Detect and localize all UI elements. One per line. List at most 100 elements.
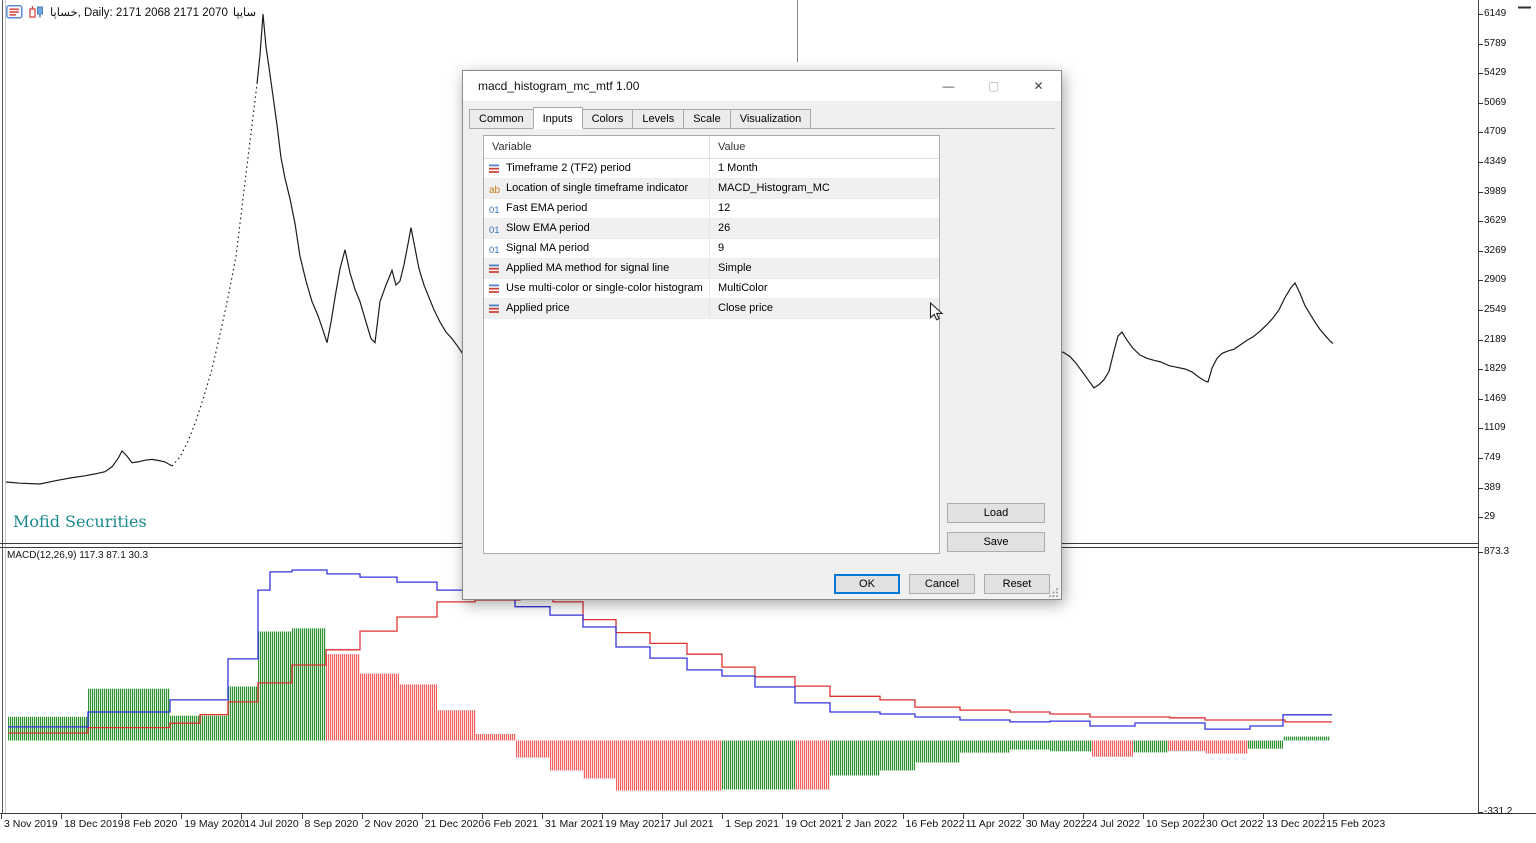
dialog-title-bar[interactable]: macd_histogram_mc_mtf 1.00 — ▢ ✕ xyxy=(463,71,1061,101)
time-scale-label: 8 Feb 2020 xyxy=(124,818,178,830)
time-scale[interactable]: 3 Nov 2019 18 Dec 2019 8 Feb 2020 19 May 20… xyxy=(0,814,1536,838)
inputs-table-header: Variable Value xyxy=(484,136,939,159)
column-header-value[interactable]: Value xyxy=(718,141,746,153)
price-scale-tick xyxy=(1478,250,1483,252)
tab-visualization[interactable]: Visualization xyxy=(729,109,812,128)
price-scale-label: 3629 xyxy=(1484,215,1507,227)
param-value[interactable]: 1 Month xyxy=(718,162,758,174)
time-scale-label: 2 Nov 2020 xyxy=(364,818,419,830)
price-scale-label: 6149 xyxy=(1484,8,1507,19)
time-scale-label: 2 Jan 2022 xyxy=(845,818,898,830)
param-name: Applied MA method for signal line xyxy=(506,262,670,274)
column-header-variable[interactable]: Variable xyxy=(484,136,710,158)
param-row[interactable]: Applied price Close price xyxy=(484,299,939,319)
time-scale-label: 10 Sep 2022 xyxy=(1145,818,1206,830)
time-scale-tick xyxy=(782,814,784,819)
tab-levels[interactable]: Levels xyxy=(632,109,685,128)
price-scale-tick xyxy=(1478,339,1483,341)
tab-colors[interactable]: Colors xyxy=(581,109,634,128)
time-scale-label: 1 Sep 2021 xyxy=(725,818,779,830)
time-scale-tick xyxy=(1082,814,1084,819)
time-scale-tick xyxy=(181,814,183,819)
integer-icon: 01 xyxy=(488,203,503,216)
minimize-icon[interactable]: — xyxy=(942,79,955,93)
param-row[interactable]: Applied MA method for signal line Simple xyxy=(484,259,939,279)
resize-grip-icon[interactable] xyxy=(1049,587,1059,597)
price-scale-tick xyxy=(1478,280,1483,282)
price-scale-tick xyxy=(1478,14,1483,15)
price-scale-tick xyxy=(1478,398,1483,400)
price-scale-label: 3269 xyxy=(1484,244,1507,256)
integer-icon: 01 xyxy=(488,243,503,256)
param-value[interactable]: MACD_Histogram_MC xyxy=(718,182,830,194)
price-scale-tick xyxy=(1478,102,1483,104)
candles-icon[interactable] xyxy=(28,5,45,19)
price-scale-tick xyxy=(1478,458,1483,459)
price-scale-tick xyxy=(1478,487,1483,489)
param-value[interactable]: 9 xyxy=(718,242,725,254)
param-name: Slow EMA period xyxy=(506,222,590,234)
svg-text:ab: ab xyxy=(489,185,501,195)
time-scale-tick xyxy=(902,814,904,819)
maximize-icon[interactable]: ▢ xyxy=(987,79,1000,93)
reset-button[interactable]: Reset xyxy=(984,574,1050,594)
chart-list-icon[interactable] xyxy=(6,5,23,19)
price-scale-tick xyxy=(1478,221,1483,223)
sub-scale-label: 873.3 xyxy=(1484,546,1510,557)
indicator-properties-dialog: macd_histogram_mc_mtf 1.00 — ▢ ✕ Common I… xyxy=(462,70,1062,600)
time-scale-tick xyxy=(541,814,543,819)
tab-inputs[interactable]: Inputs xyxy=(532,107,583,129)
param-value[interactable]: 26 xyxy=(718,222,731,234)
time-scale-tick xyxy=(1323,814,1325,819)
price-scale-label: 5069 xyxy=(1484,96,1507,108)
save-button[interactable]: Save xyxy=(947,532,1045,552)
sub-scale-tick xyxy=(1478,812,1483,813)
param-row[interactable]: 01 Signal MA period 9 xyxy=(484,239,939,259)
time-scale-label: 15 Feb 2023 xyxy=(1326,818,1386,830)
param-row[interactable]: Timeframe 2 (TF2) period 1 Month xyxy=(484,159,939,179)
enum-icon xyxy=(488,283,503,295)
time-scale-label: 3 Nov 2019 xyxy=(4,818,58,830)
time-scale-label: 11 Apr 2022 xyxy=(965,818,1022,830)
param-row[interactable]: 01 Fast EMA period 12 xyxy=(484,199,939,219)
time-scale-tick xyxy=(1,814,2,819)
broker-watermark: Mofid Securities xyxy=(13,512,147,531)
price-scale-label: 3989 xyxy=(1484,185,1507,197)
price-scale-label: 2549 xyxy=(1484,304,1507,315)
close-icon[interactable]: ✕ xyxy=(1033,79,1044,93)
time-scale-label: 16 Feb 2022 xyxy=(905,818,965,830)
price-scale-label: 5429 xyxy=(1484,67,1507,79)
param-row[interactable]: 01 Slow EMA period 26 xyxy=(484,219,939,239)
load-button[interactable]: Load xyxy=(947,503,1045,523)
param-row[interactable]: ab Location of single timeframe indicator… xyxy=(484,179,939,199)
cancel-button[interactable]: Cancel xyxy=(909,574,975,594)
ok-button[interactable]: OK xyxy=(834,574,900,594)
tab-common[interactable]: Common xyxy=(469,109,534,128)
time-scale-label: 31 Mar 2021 xyxy=(544,818,604,830)
tab-scale[interactable]: Scale xyxy=(683,109,731,128)
inputs-table[interactable]: Variable Value Timeframe 2 (TF2) period 1… xyxy=(483,135,940,554)
string-icon: ab xyxy=(488,183,503,196)
price-scale-tick xyxy=(1478,428,1483,430)
price-scale-label: 749 xyxy=(1484,452,1501,463)
price-scale-label: 29 xyxy=(1484,511,1496,523)
dialog-title: macd_histogram_mc_mtf 1.00 xyxy=(478,79,640,93)
price-scale-label: 1829 xyxy=(1484,363,1507,375)
param-row[interactable]: Use multi-color or single-color histogra… xyxy=(484,279,939,299)
price-scale-label: 1469 xyxy=(1484,392,1507,404)
param-value[interactable]: Close price xyxy=(718,302,774,314)
time-scale-tick xyxy=(962,814,964,819)
param-value[interactable]: MultiColor xyxy=(718,282,768,294)
param-name: Signal MA period xyxy=(506,242,590,254)
param-value[interactable]: 12 xyxy=(718,202,731,214)
time-scale-label: 18 Dec 2019 xyxy=(64,818,124,830)
price-scale[interactable]: 6149 5789 5429 5069 4709 4349 3989 3629 3269 2909… xyxy=(1478,0,1536,817)
macd-indicator-label: MACD(12,26,9) 117.3 87.1 30.3 xyxy=(7,550,149,561)
price-scale-tick xyxy=(1478,73,1483,75)
time-scale-label: 19 Oct 2021 xyxy=(785,818,843,830)
price-scale-tick xyxy=(1478,162,1483,163)
price-scale-tick xyxy=(1478,369,1483,371)
param-value[interactable]: Simple xyxy=(718,262,752,274)
mouse-cursor xyxy=(929,301,947,322)
param-name: Location of single timeframe indicator xyxy=(506,182,689,194)
